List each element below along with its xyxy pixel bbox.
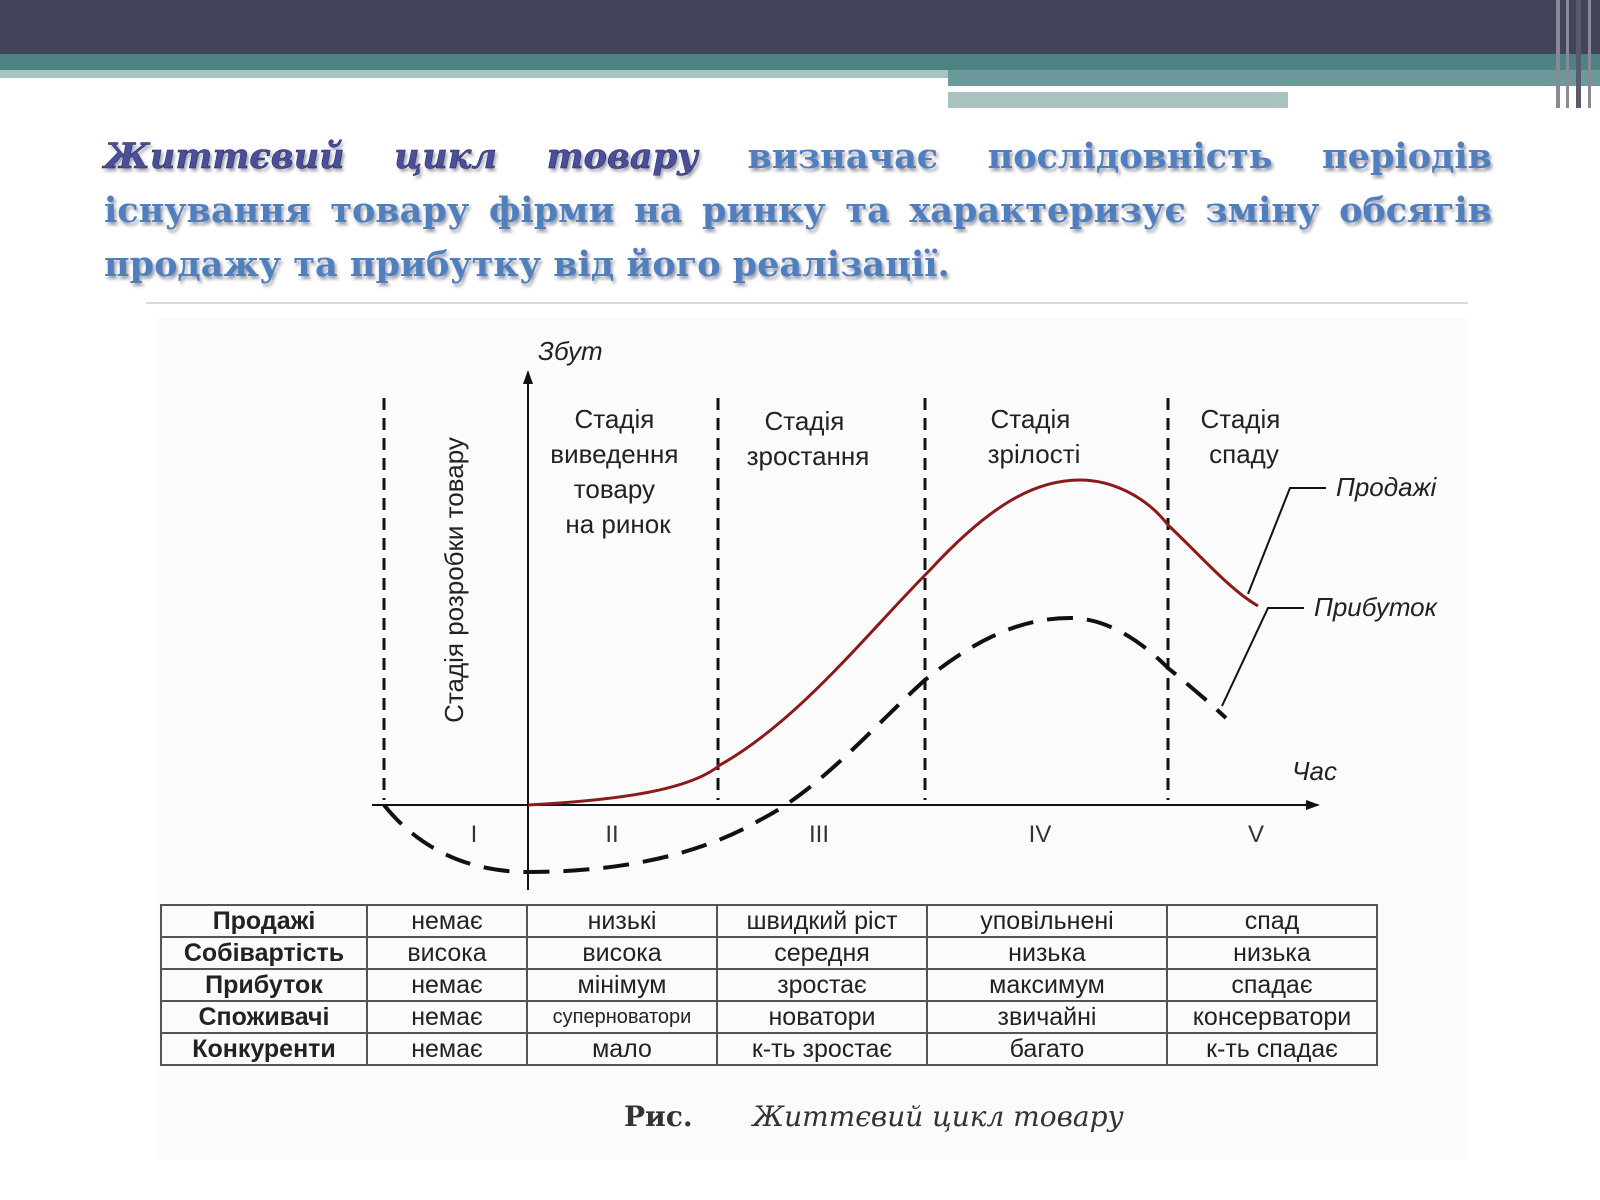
stage-numeral-3: III — [809, 821, 829, 848]
stage-numeral-2: II — [605, 821, 618, 848]
table-cell: к-ть спадає — [1166, 1032, 1378, 1066]
development-stage-label: Стадія розробки товару — [439, 437, 469, 723]
table-cell: суперноватори — [526, 1000, 718, 1034]
sales-curve-label: Продажі — [1336, 472, 1437, 502]
table-cell: багато — [926, 1032, 1168, 1066]
figure-caption: Рис. Життєвий цикл товару — [624, 1100, 1124, 1133]
table-row: Продажі немає низькі швидкий ріст уповіл… — [160, 904, 1378, 938]
stage-heading-5: Стадія спаду — [1200, 404, 1287, 469]
table-row: Конкуренти немає мало к-ть зростає багат… — [160, 1032, 1378, 1066]
table-cell: мало — [526, 1032, 718, 1066]
profit-curve-label: Прибуток — [1314, 592, 1439, 622]
table-cell: звичайні — [926, 1000, 1168, 1034]
lifecycle-characteristics-table: Продажі немає низькі швидкий ріст уповіл… — [160, 904, 1378, 1066]
sales-label-leader — [1247, 487, 1326, 595]
table-cell: немає — [366, 1000, 528, 1034]
caption-text: Життєвий цикл товару — [752, 1100, 1124, 1133]
table-row: Прибуток немає мінімум зростає максимум … — [160, 968, 1378, 1002]
profit-label-leader — [1221, 607, 1304, 707]
table-cell: середня — [716, 936, 928, 970]
table-cell: низька — [926, 936, 1168, 970]
row-header: Конкуренти — [160, 1032, 368, 1066]
title-term: Життєвий цикл товару — [104, 136, 699, 178]
table-cell: висока — [526, 936, 718, 970]
slide-title: Життєвий цикл товару визначає послідовні… — [104, 130, 1492, 292]
table-cell: новатори — [716, 1000, 928, 1034]
stage-numeral-4: IV — [1029, 821, 1052, 848]
y-axis-label: Збут — [538, 336, 603, 366]
table-cell: мінімум — [526, 968, 718, 1002]
table-cell: спад — [1166, 904, 1378, 938]
profit-curve — [382, 615, 1228, 875]
caption-label: Рис. — [624, 1100, 693, 1133]
table-cell: низька — [1166, 936, 1378, 970]
table-cell: максимум — [926, 968, 1168, 1002]
table-cell: низькі — [526, 904, 718, 938]
row-header: Прибуток — [160, 968, 368, 1002]
table-row: Споживачі немає суперноватори новатори з… — [160, 1000, 1378, 1034]
table-cell: швидкий ріст — [716, 904, 928, 938]
table-cell: висока — [366, 936, 528, 970]
title-text: визначає послідовність періодів існуванн… — [104, 136, 1492, 285]
table-cell: немає — [366, 1032, 528, 1066]
sales-curve — [527, 478, 1259, 807]
table-cell: к-ть зростає — [716, 1032, 928, 1066]
stage-heading-4: Стадія зрілості — [988, 404, 1081, 469]
title-separator — [146, 302, 1468, 304]
stage-heading-3: Стадія зростання — [747, 406, 870, 471]
table-cell: немає — [366, 968, 528, 1002]
x-axis-label: Час — [1292, 756, 1337, 786]
row-header: Продажі — [160, 904, 368, 938]
row-header: Собівартість — [160, 936, 368, 970]
slide-header-decoration — [0, 0, 1600, 108]
stage-numeral-5: V — [1248, 821, 1264, 848]
product-lifecycle-diagram: Збут Час Стадія розробки товару Стадія в… — [372, 336, 1439, 890]
stage-heading-2: Стадія виведення товару на ринок — [550, 404, 685, 539]
table-cell: спадає — [1166, 968, 1378, 1002]
table-cell: зростає — [716, 968, 928, 1002]
table-cell: консерватори — [1166, 1000, 1378, 1034]
row-header: Споживачі — [160, 1000, 368, 1034]
table-cell: уповільнені — [926, 904, 1168, 938]
table-cell: немає — [366, 904, 528, 938]
stage-numeral-1: I — [471, 821, 478, 848]
table-row: Собівартість висока висока середня низьк… — [160, 936, 1378, 970]
